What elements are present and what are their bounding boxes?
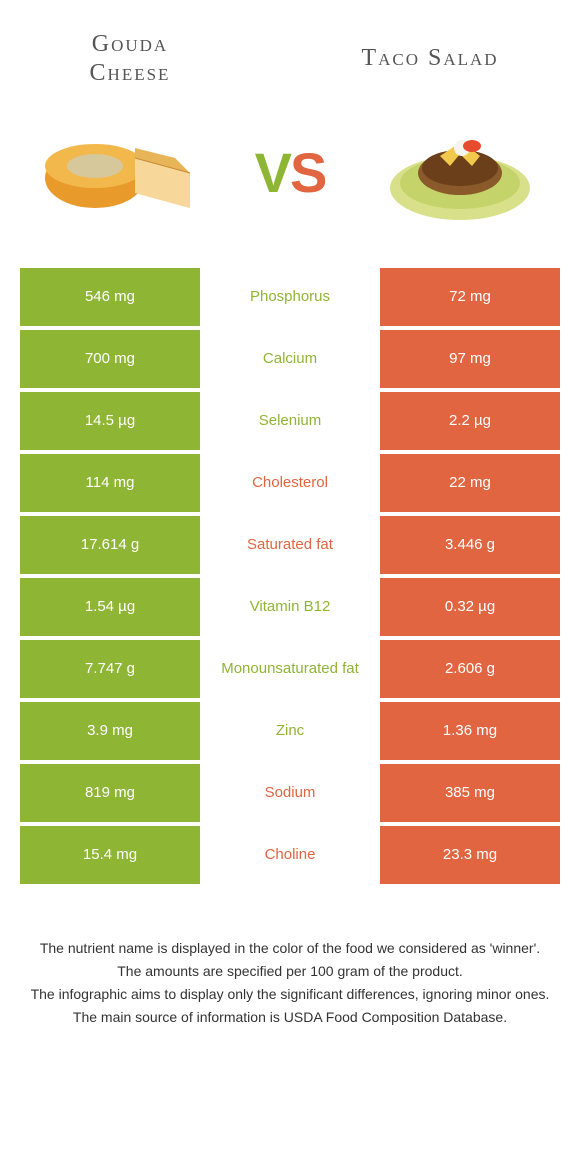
right-value: 2.2 µg [380,392,560,450]
left-value: 700 mg [20,330,200,388]
vs-label: VS [255,140,326,205]
table-row: 700 mgCalcium97 mg [20,330,560,388]
table-row: 15.4 mgCholine23.3 mg [20,826,560,884]
food-title-right: Taco Salad [330,44,530,73]
left-value: 17.614 g [20,516,200,574]
nutrient-label: Choline [200,826,380,884]
footer-line-2: The amounts are specified per 100 gram o… [30,961,550,982]
nutrient-label: Cholesterol [200,454,380,512]
right-value: 1.36 mg [380,702,560,760]
food-title-left: Gouda Cheese [50,30,210,88]
table-row: 3.9 mgZinc1.36 mg [20,702,560,760]
vs-s: S [290,141,325,204]
footer-line-3: The infographic aims to display only the… [30,984,550,1005]
table-row: 114 mgCholesterol22 mg [20,454,560,512]
right-value: 22 mg [380,454,560,512]
right-value: 23.3 mg [380,826,560,884]
right-value: 97 mg [380,330,560,388]
footer-notes: The nutrient name is displayed in the co… [0,888,580,1028]
table-row: 17.614 gSaturated fat3.446 g [20,516,560,574]
right-value: 385 mg [380,764,560,822]
images-row: VS [0,98,580,268]
gouda-cheese-image [40,118,200,228]
table-row: 14.5 µgSelenium2.2 µg [20,392,560,450]
taco-salad-image [380,118,540,228]
table-row: 819 mgSodium385 mg [20,764,560,822]
left-value: 819 mg [20,764,200,822]
left-value: 3.9 mg [20,702,200,760]
footer-line-4: The main source of information is USDA F… [30,1007,550,1028]
left-value: 15.4 mg [20,826,200,884]
left-value: 546 mg [20,268,200,326]
footer-line-1: The nutrient name is displayed in the co… [30,938,550,959]
vs-v: V [255,141,290,204]
left-value: 114 mg [20,454,200,512]
table-row: 546 mgPhosphorus72 mg [20,268,560,326]
table-row: 7.747 gMonounsaturated fat2.606 g [20,640,560,698]
nutrient-label: Zinc [200,702,380,760]
nutrient-label: Sodium [200,764,380,822]
nutrient-label: Phosphorus [200,268,380,326]
left-value: 7.747 g [20,640,200,698]
nutrient-label: Selenium [200,392,380,450]
right-value: 3.446 g [380,516,560,574]
nutrient-table: 546 mgPhosphorus72 mg700 mgCalcium97 mg1… [20,268,560,888]
nutrient-label: Calcium [200,330,380,388]
nutrient-label: Vitamin B12 [200,578,380,636]
right-value: 0.32 µg [380,578,560,636]
nutrient-label: Monounsaturated fat [200,640,380,698]
nutrient-label: Saturated fat [200,516,380,574]
right-value: 72 mg [380,268,560,326]
right-value: 2.606 g [380,640,560,698]
left-value: 1.54 µg [20,578,200,636]
left-value: 14.5 µg [20,392,200,450]
header: Gouda Cheese Taco Salad [0,0,580,98]
table-row: 1.54 µgVitamin B120.32 µg [20,578,560,636]
